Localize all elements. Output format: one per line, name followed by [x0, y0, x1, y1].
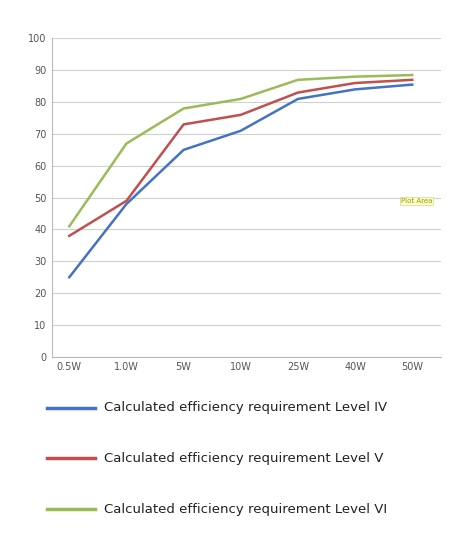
Text: Calculated efficiency requirement Level IV: Calculated efficiency requirement Level …: [104, 401, 387, 414]
Text: Calculated efficiency requirement Level VI: Calculated efficiency requirement Level …: [104, 503, 387, 516]
Text: Calculated efficiency requirement Level V: Calculated efficiency requirement Level …: [104, 452, 383, 465]
Text: Plot Area: Plot Area: [401, 198, 432, 204]
